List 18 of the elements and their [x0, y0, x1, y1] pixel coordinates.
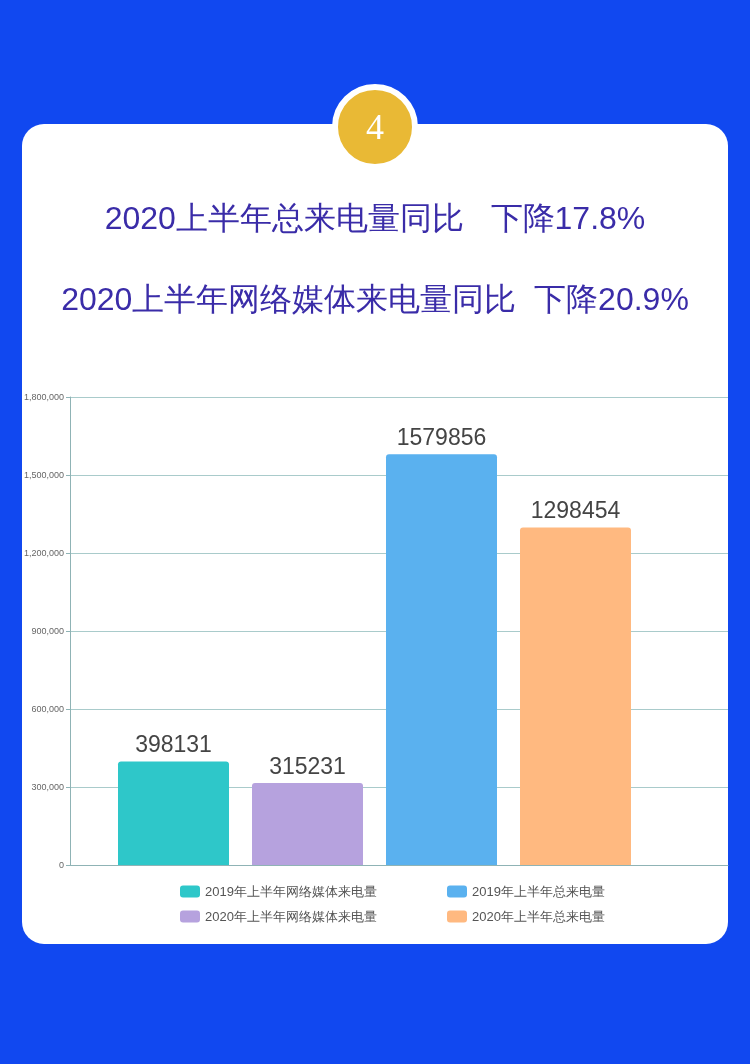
y-tick-label: 1,500,000 [23, 470, 64, 480]
data-label: 315231 [269, 752, 346, 779]
y-tick-label: 1,800,000 [23, 392, 64, 402]
y-tick-label: 900,000 [31, 626, 64, 636]
legend-label: 2019年上半年网络媒体来电量 [205, 884, 377, 899]
y-tick-label: 300,000 [31, 782, 64, 792]
data-label: 1298454 [530, 496, 621, 523]
y-tick-label: 0 [58, 860, 64, 870]
chart-title: 2020上半年总来电量同比 下降17.8% [104, 200, 646, 236]
y-tick-label: 600,000 [31, 704, 64, 714]
data-label: 1579856 [396, 423, 487, 450]
legend-label: 2019年上半年总来电量 [472, 884, 605, 899]
legend-label: 2020年上半年总来电量 [472, 909, 605, 924]
text: 4 [366, 107, 384, 147]
data-label: 398131 [135, 730, 212, 757]
chart-subtitle: 2020上半年网络媒体来电量同比 下降20.9% [61, 281, 689, 317]
y-tick-label: 1,200,000 [23, 548, 64, 558]
legend-label: 2020年上半年网络媒体来电量 [205, 909, 377, 924]
